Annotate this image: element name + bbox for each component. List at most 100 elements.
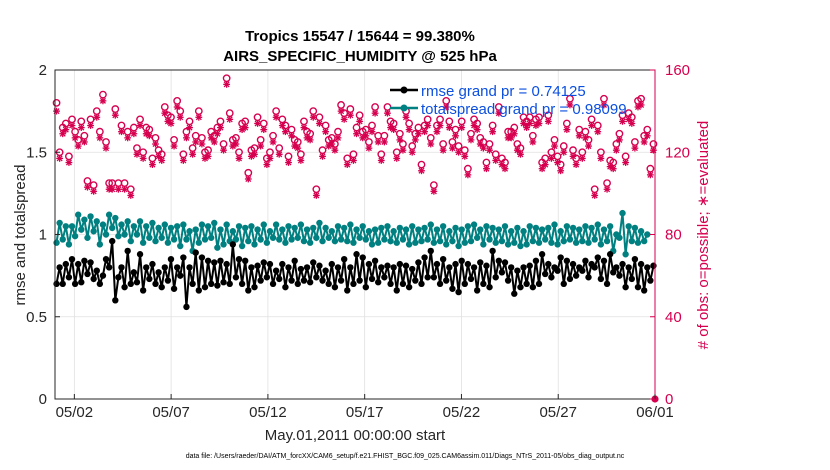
totalspread-point [507,228,515,235]
obs-evaluated-stroke [328,141,335,148]
rmse-point [585,274,592,281]
y-left-tick-label: 1 [39,227,47,244]
obs-evaluated-stroke [542,161,549,168]
totalspread-point [161,221,168,228]
x-tick-label: 05/07 [152,404,190,421]
totalspread-point [152,237,159,245]
obs-evaluated-point [640,138,648,146]
obs-evaluated-point [495,109,503,117]
obs-evaluated-stroke [387,124,394,131]
rmse-point [362,283,370,291]
totalspread-point [576,226,583,233]
rmse-point [139,287,147,294]
obs-evaluated-point [133,150,141,158]
rmse-point [155,269,162,276]
left-axis-label: rmse and totalspread [12,165,29,306]
obs-evaluated-stroke [356,118,363,125]
totalspread-point [350,239,357,246]
obs-evaluated-stroke [381,138,388,145]
obs-evaluated-point [62,126,70,134]
obs-evaluated-stroke [384,110,391,117]
obs-evaluated-stroke [130,130,137,137]
obs-evaluated-point [377,157,385,164]
obs-evaluated-stroke [59,130,66,137]
obs-evaluated-stroke [211,138,218,145]
obs-evaluated-stroke [310,114,317,121]
rmse-point [350,280,357,288]
totalspread-point [381,236,388,243]
obs-evaluated-point [396,136,404,144]
totalspread-point [90,228,97,235]
obs-evaluated-stroke [149,161,156,168]
obs-evaluated-stroke [403,114,410,121]
obs-evaluated-stroke [304,134,311,141]
obs-evaluated-stroke [127,192,134,199]
rmse-point [504,277,512,284]
obs-evaluated-point [223,80,231,88]
totalspread-point [588,224,595,232]
totalspread-point [359,223,366,230]
totalspread-point [173,223,181,230]
obs-evaluated-stroke [375,138,382,145]
totalspread-point [418,237,425,245]
legend-rmse-marker [400,86,408,94]
totalspread-point [374,239,382,246]
rmse-point [495,257,503,265]
x-tick-label: 06/01 [636,404,674,421]
y-right-tick-label: 160 [665,62,690,79]
y-right-tick-label: 80 [665,227,682,244]
obs-evaluated-stroke [628,120,635,127]
obs-evaluated-point [467,136,475,144]
obs-evaluated-point [418,167,425,175]
obs-evaluated-point [68,122,76,129]
obs-evaluated-stroke [412,136,419,143]
obs-evaluated-stroke [433,128,440,135]
totalspread-point [62,223,70,230]
obs-evaluated-stroke [622,159,629,166]
obs-evaluated-point [80,138,88,146]
totalspread-point [467,237,475,245]
totalspread-point [99,221,107,228]
obs-evaluated-point [130,130,138,138]
obs-evaluated-point [93,113,101,121]
obs-evaluated-point [523,124,531,131]
rmse-point [204,257,212,265]
rmse-point [71,280,79,288]
obs-evaluated-stroke [483,165,490,172]
obs-evaluated-point [316,120,323,127]
totalspread-point [353,226,360,233]
obs-evaluated-point [479,144,487,152]
rmse-point [622,283,629,291]
totalspread-point [433,226,441,233]
obs-evaluated-stroke [69,122,76,129]
obs-evaluated-stroke [322,128,329,135]
obs-evaluated-point [356,118,364,125]
obs-evaluated-point [139,155,147,162]
obs-evaluated-point [254,120,261,127]
right-axis-ticks: 0 40 80 120 160 [650,62,690,408]
obs-evaluated-point [445,124,453,131]
obs-evaluated-stroke [164,118,171,125]
totalspread-point [477,226,484,233]
rmse-point [118,264,125,271]
totalspread-point [529,237,537,245]
obs-evaluated-point [74,142,82,150]
obs-evaluated-stroke [266,155,273,162]
totalspread-point [446,228,453,235]
totalspread-point [322,224,329,232]
totalspread-point [276,236,283,243]
obs-evaluated-stroke [205,153,212,160]
obs-evaluated-point [368,128,376,136]
rmse-point [647,277,654,284]
rmse-point [606,251,614,258]
totalspread-point [566,236,574,243]
rmse-point [436,280,444,288]
y-right-tick-label: 40 [665,309,682,326]
obs-evaluated-point [433,128,441,136]
totalspread-point [158,234,165,241]
obs-evaluated-point [99,97,107,105]
obs-evaluated-point [285,159,292,166]
obs-evaluated-point [563,126,571,134]
totalspread-point [390,228,397,235]
totalspread-point [214,244,221,251]
